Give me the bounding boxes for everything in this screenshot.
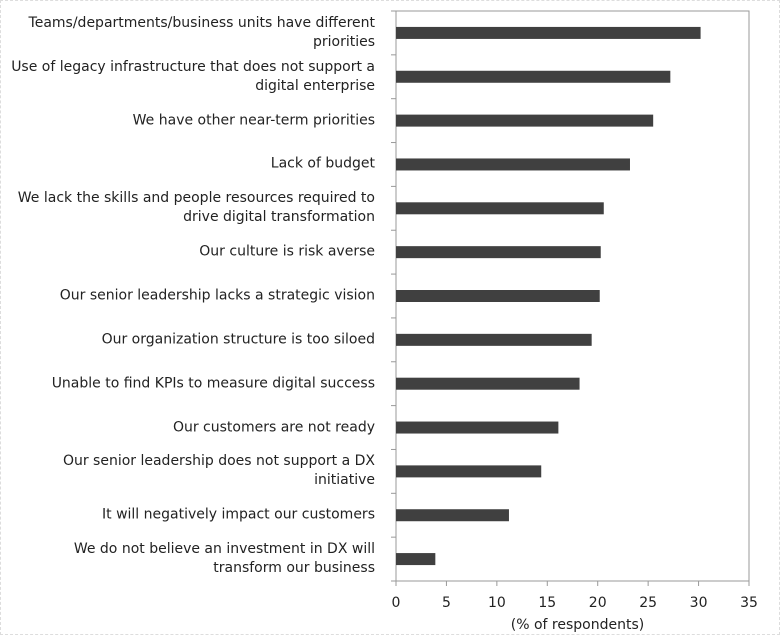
bar (396, 333, 592, 346)
bar (396, 421, 559, 434)
x-tick-label: 10 (488, 595, 506, 611)
x-tick-label: 5 (442, 595, 451, 611)
bar (396, 465, 542, 478)
y-tick-label: We do not believe an investment in DX wi… (73, 541, 375, 577)
y-tick-label: Our senior leadership does not support a… (62, 453, 375, 489)
y-tick-label: Our senior leadership lacks a strategic … (59, 287, 375, 304)
bar (396, 509, 509, 522)
y-tick-label: We have other near-term priorities (132, 112, 375, 129)
bar (396, 114, 654, 127)
bar (396, 553, 436, 566)
y-tick-label: Our culture is risk averse (199, 243, 375, 260)
y-tick-label: Use of legacy infrastructure that does n… (11, 58, 375, 94)
y-tick-label: Unable to find KPIs to measure digital s… (51, 375, 375, 392)
x-axis-label: (% of respondents) (511, 617, 644, 633)
x-tick-label: 30 (690, 595, 708, 611)
bar (396, 70, 671, 83)
y-tick-label: Our organization structure is too siloed (101, 331, 375, 348)
bar (396, 290, 600, 302)
y-tick-label: Teams/departments/business units have di… (28, 14, 375, 50)
x-tick-label: 20 (589, 595, 607, 611)
bar (396, 377, 580, 390)
y-tick-label: It will negatively impact our customers (102, 506, 375, 523)
bar (396, 26, 701, 39)
y-tick-label: Our customers are not ready (172, 419, 375, 436)
bar (396, 158, 630, 171)
x-tick-label: 35 (740, 595, 758, 611)
x-tick-label: 25 (639, 595, 657, 611)
y-tick-label: We lack the skills and people resources … (17, 190, 375, 226)
y-tick-label: Lack of budget (270, 155, 375, 172)
bar (396, 246, 601, 259)
x-tick-label: 0 (392, 595, 401, 611)
bar (396, 202, 604, 215)
x-tick-label: 15 (538, 595, 556, 611)
